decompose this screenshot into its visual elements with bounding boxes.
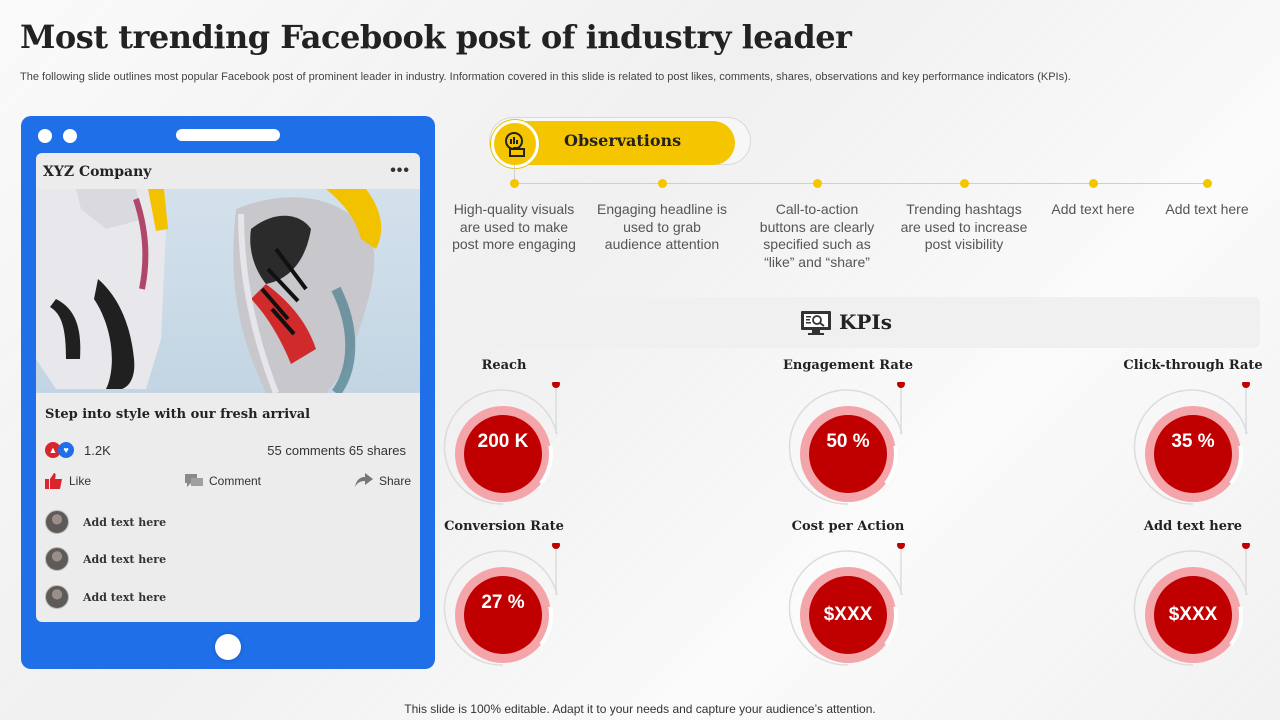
kpi-value: $XXX [823,604,873,625]
timeline-dot [1089,179,1098,188]
kpi-label: Cost per Action [791,519,905,534]
post-image-sneakers[interactable] [36,189,420,393]
kpi-gauge [1133,543,1250,666]
observation-item: Trending hashtags are used to increase p… [900,201,1028,252]
post-stats[interactable]: 55 comments 65 shares [267,443,406,458]
timeline-dot [960,179,969,188]
facebook-post-card: XYZ Company ••• Step into style [36,153,420,622]
phone-camera-dot [38,129,52,143]
comment-text: Add text here [83,590,167,604]
share-button[interactable]: Share [354,473,411,489]
love-reaction-icon: ♥ [58,442,74,458]
comment-label: Comment [208,474,261,488]
thumbs-up-icon [45,473,62,489]
timeline-dot [510,179,519,188]
page-subtitle: The following slide outlines most popula… [20,71,1071,83]
observations-title: Observations [564,131,682,150]
observation-item: High-quality visuals are used to make po… [452,201,576,252]
comment-row[interactable]: Add text here [45,547,166,571]
kpi-gauge [1133,382,1250,505]
company-name: XYZ Company [43,164,152,180]
like-reaction-icon: ▲ [45,442,61,458]
observation-item: Engaging headline is used to grab audien… [597,201,727,252]
timeline-stem [514,165,515,183]
observation-item: Add text here [1051,201,1135,217]
phone-mockup: XYZ Company ••• Step into style [21,116,435,669]
observations-icon-badge [491,120,539,168]
kpi-value: 35 % [1171,431,1215,452]
kpi-label: Click-through Rate [1123,358,1263,373]
phone-home-button[interactable] [215,634,241,660]
phone-speaker [176,129,280,141]
timeline-dot [1203,179,1212,188]
kpi-label: Add text here [1143,519,1243,534]
kpis-title: KPIs [839,310,893,334]
avatar [45,585,69,609]
observation-item: Call-to-action buttons are clearly speci… [759,201,875,270]
kpi-gauge [788,382,905,505]
kpis-header-bar [470,297,1260,348]
like-label: Like [69,474,92,488]
more-options-icon[interactable]: ••• [390,162,410,179]
monitor-search-icon [801,311,831,335]
reaction-count: 1.2K [84,442,111,458]
observations-timeline [514,183,1208,184]
kpi-label: Engagement Rate [782,358,914,373]
kpi-value: 200 K [477,431,529,452]
comment-text: Add text here [83,515,167,529]
kpi-gauge [788,543,905,666]
timeline-dot [813,179,822,188]
analysis-icon [505,132,525,157]
timeline-dot [658,179,667,188]
kpi-value: 50 % [826,431,870,452]
kpi-label: Conversion Rate [444,519,564,534]
page-title: Most trending Facebook post of industry … [20,18,852,56]
comment-row[interactable]: Add text here [45,585,166,609]
kpi-gauge [443,382,560,505]
sneakers-illustration [36,189,382,393]
kpi-value: $XXX [1168,604,1218,625]
post-caption: Step into style with our fresh arrival [45,407,311,422]
comment-text: Add text here [83,552,167,566]
kpi-value: 27 % [481,592,525,613]
phone-sensor-dot [63,129,77,143]
share-icon [354,473,373,487]
share-label: Share [378,474,411,488]
comment-button[interactable]: Comment [184,473,261,489]
reactions-summary[interactable]: ▲ ♥ 1.2K [45,442,111,458]
kpi-gauge [443,543,560,666]
comment-icon [184,474,203,487]
like-button[interactable]: Like [45,473,91,489]
avatar [45,547,69,571]
observation-item: Add text here [1165,201,1249,217]
post-actions: Like Comment Share [45,473,411,489]
kpi-label: Reach [481,358,527,373]
avatar [45,510,69,534]
comment-row[interactable]: Add text here [45,510,166,534]
footer-note: This slide is 100% editable. Adapt it to… [404,702,876,716]
